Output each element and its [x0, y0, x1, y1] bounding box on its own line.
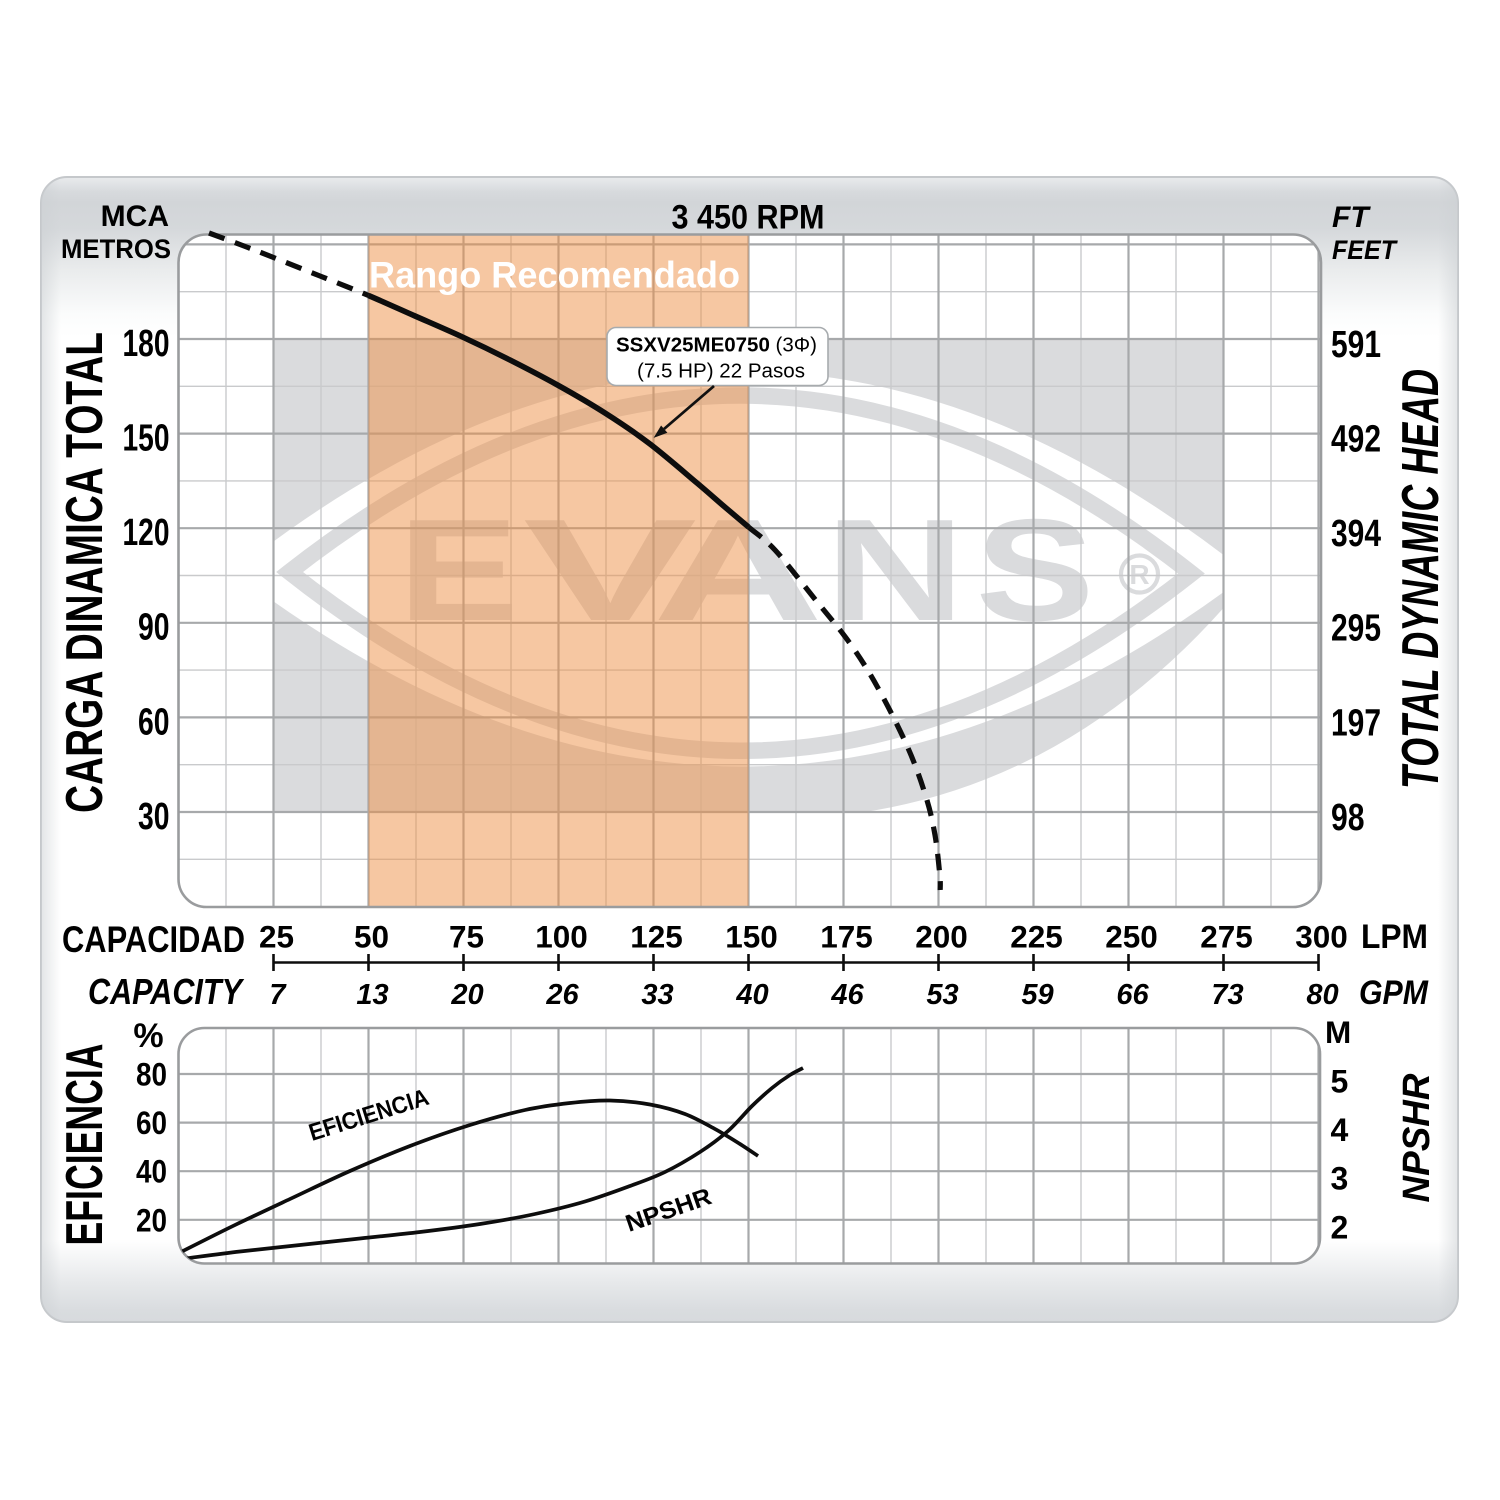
- svg-text:2: 2: [1331, 1209, 1349, 1245]
- svg-text:180: 180: [123, 323, 170, 365]
- svg-text:225: 225: [1010, 919, 1063, 955]
- svg-text:33: 33: [641, 979, 673, 1011]
- svg-text:25: 25: [259, 919, 294, 955]
- svg-text:73: 73: [1211, 979, 1243, 1011]
- svg-text:FEET: FEET: [1332, 235, 1398, 265]
- svg-text:46: 46: [830, 979, 864, 1011]
- svg-text:150: 150: [725, 919, 778, 955]
- svg-text:80: 80: [1306, 979, 1338, 1011]
- svg-text:M: M: [1325, 1014, 1351, 1050]
- svg-text:METROS: METROS: [61, 234, 171, 264]
- svg-text:98: 98: [1331, 797, 1365, 839]
- svg-text:90: 90: [138, 607, 170, 649]
- svg-text:80: 80: [136, 1057, 167, 1093]
- svg-text:SSXV25ME0750 (3Φ): SSXV25ME0750 (3Φ): [616, 334, 817, 357]
- svg-text:26: 26: [545, 979, 579, 1011]
- svg-text:492: 492: [1331, 419, 1381, 461]
- svg-text:150: 150: [123, 418, 170, 460]
- svg-text:75: 75: [449, 919, 484, 955]
- svg-text:Rango Recomendado: Rango Recomendado: [369, 254, 740, 296]
- svg-text:50: 50: [354, 919, 389, 955]
- svg-text:40: 40: [735, 979, 768, 1011]
- svg-text:3: 3: [1331, 1161, 1349, 1197]
- svg-text:591: 591: [1331, 324, 1381, 366]
- svg-text:20: 20: [136, 1202, 167, 1238]
- svg-text:295: 295: [1331, 608, 1381, 650]
- svg-text:%: %: [133, 1017, 163, 1055]
- svg-text:200: 200: [915, 919, 968, 955]
- svg-text:EFICIENCIA: EFICIENCIA: [56, 1044, 114, 1246]
- svg-text:30: 30: [138, 796, 170, 838]
- svg-text:4: 4: [1331, 1112, 1349, 1148]
- svg-text:120: 120: [123, 512, 170, 554]
- svg-text:20: 20: [450, 979, 483, 1011]
- svg-text:7: 7: [269, 979, 287, 1011]
- svg-text:100: 100: [535, 919, 588, 955]
- svg-text:13: 13: [356, 979, 388, 1011]
- svg-text:MCA: MCA: [101, 200, 169, 233]
- svg-text:250: 250: [1105, 919, 1158, 955]
- svg-text:66: 66: [1116, 979, 1149, 1011]
- svg-text:59: 59: [1021, 979, 1053, 1011]
- svg-text:394: 394: [1331, 513, 1381, 555]
- svg-text:CAPACITY: CAPACITY: [88, 971, 245, 1012]
- svg-text:LPM: LPM: [1361, 918, 1428, 956]
- svg-text:197: 197: [1331, 702, 1381, 744]
- svg-text:275: 275: [1200, 919, 1253, 955]
- svg-text:175: 175: [820, 919, 873, 955]
- svg-text:53: 53: [926, 979, 958, 1011]
- svg-text:5: 5: [1331, 1064, 1349, 1100]
- svg-text:60: 60: [138, 701, 170, 743]
- svg-text:CARGA DINAMICA TOTAL: CARGA DINAMICA TOTAL: [56, 332, 114, 813]
- svg-text:(7.5 HP) 22 Pasos: (7.5 HP) 22 Pasos: [637, 360, 805, 383]
- svg-text:300: 300: [1295, 919, 1348, 955]
- svg-text:40: 40: [136, 1154, 167, 1190]
- svg-text:GPM: GPM: [1359, 974, 1429, 1012]
- svg-text:FT: FT: [1332, 201, 1371, 234]
- svg-text:125: 125: [630, 919, 683, 955]
- svg-text:NPSHR: NPSHR: [1396, 1073, 1438, 1203]
- svg-text:60: 60: [136, 1105, 167, 1141]
- svg-text:3 450 RPM: 3 450 RPM: [672, 199, 825, 237]
- svg-text:TOTAL DYNAMIC HEAD: TOTAL DYNAMIC HEAD: [1392, 369, 1450, 789]
- svg-text:CAPACIDAD: CAPACIDAD: [62, 919, 245, 960]
